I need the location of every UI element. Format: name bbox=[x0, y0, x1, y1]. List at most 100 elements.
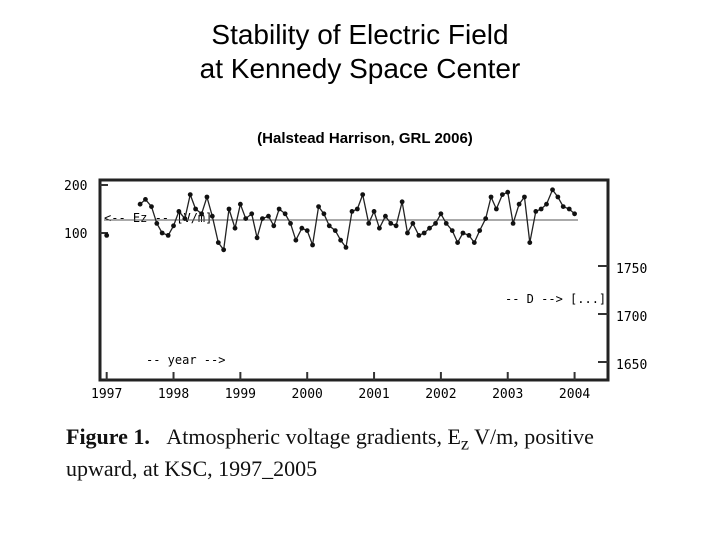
caption-line-2: upward, at KSC, 1997_2005 bbox=[66, 456, 318, 482]
data-point bbox=[293, 237, 299, 243]
x-tick-label-1999: 1999 bbox=[225, 387, 256, 402]
caption-subscript: z bbox=[460, 433, 470, 454]
data-point bbox=[232, 225, 238, 231]
data-point bbox=[154, 221, 160, 226]
data-point bbox=[104, 233, 110, 238]
data-point bbox=[438, 211, 444, 217]
data-point bbox=[149, 204, 154, 210]
figure-label: Figure 1. bbox=[66, 424, 150, 449]
y-tick-label-200: 200 bbox=[64, 179, 87, 194]
data-point bbox=[566, 206, 572, 212]
data-point bbox=[182, 216, 188, 222]
data-point bbox=[460, 230, 466, 236]
right-tick-label-1700: 1700 bbox=[616, 310, 647, 325]
data-point bbox=[226, 206, 232, 212]
data-point bbox=[349, 209, 355, 214]
right-axis-label: -- D --> [...] bbox=[505, 292, 606, 306]
data-point bbox=[560, 204, 566, 210]
data-point bbox=[449, 228, 455, 234]
data-point bbox=[193, 206, 198, 212]
data-point bbox=[388, 221, 394, 226]
data-point bbox=[332, 228, 338, 234]
data-point bbox=[533, 209, 539, 214]
data-point bbox=[499, 192, 505, 198]
x-tick-label-1997: 1997 bbox=[91, 387, 122, 402]
data-point bbox=[209, 213, 215, 219]
data-point bbox=[260, 216, 265, 222]
data-point bbox=[143, 197, 148, 202]
data-point bbox=[410, 221, 416, 226]
data-point bbox=[159, 230, 165, 236]
data-point bbox=[466, 233, 472, 238]
data-point bbox=[393, 223, 399, 229]
data-point bbox=[354, 206, 360, 212]
data-point bbox=[405, 230, 410, 236]
data-point bbox=[254, 235, 260, 241]
data-point bbox=[137, 201, 143, 207]
data-point bbox=[321, 211, 327, 217]
data-point bbox=[377, 225, 382, 231]
data-point bbox=[243, 216, 249, 222]
x-tick-label-2002: 2002 bbox=[425, 387, 456, 402]
data-point bbox=[282, 211, 288, 217]
data-point bbox=[249, 211, 255, 217]
data-point bbox=[538, 206, 544, 212]
data-point bbox=[199, 211, 205, 217]
data-point bbox=[310, 242, 315, 248]
data-point bbox=[276, 206, 282, 212]
plot-frame bbox=[98, 178, 610, 382]
data-point bbox=[416, 233, 422, 238]
data-point bbox=[544, 201, 549, 207]
data-point bbox=[204, 194, 210, 200]
data-point bbox=[271, 223, 277, 229]
data-point bbox=[288, 221, 293, 226]
data-point bbox=[176, 209, 182, 214]
data-point bbox=[326, 223, 332, 229]
data-point bbox=[493, 206, 499, 212]
data-point bbox=[555, 194, 561, 200]
data-point bbox=[237, 201, 243, 207]
x-tick-label-2003: 2003 bbox=[492, 387, 523, 402]
data-point bbox=[433, 221, 438, 226]
data-point bbox=[471, 240, 477, 246]
data-point bbox=[360, 192, 366, 198]
data-point bbox=[527, 240, 533, 246]
citation: (Halstead Harrison, GRL 2006) bbox=[257, 130, 473, 147]
data-point bbox=[171, 223, 176, 229]
data-point bbox=[488, 194, 494, 200]
right-tick-label-1650: 1650 bbox=[616, 358, 647, 373]
caption-text-1-end: V/m, positive bbox=[469, 424, 594, 449]
y-tick-label-100: 100 bbox=[64, 227, 87, 242]
data-point bbox=[266, 213, 271, 219]
data-point bbox=[443, 221, 449, 226]
data-point bbox=[516, 201, 522, 207]
x-axis-ticks: 1997 1998 1999 2000 2001 2002 2003 2004 bbox=[91, 372, 590, 402]
data-point bbox=[427, 225, 432, 231]
data-point bbox=[572, 211, 577, 217]
data-point bbox=[338, 237, 344, 243]
data-point bbox=[316, 204, 321, 210]
x-tick-label-2001: 2001 bbox=[358, 387, 389, 402]
slide-title: Stability of Electric Field at Kennedy S… bbox=[0, 18, 720, 86]
data-point bbox=[455, 240, 461, 246]
data-point bbox=[299, 225, 305, 231]
x-tick-label-2000: 2000 bbox=[292, 387, 323, 402]
data-point bbox=[304, 228, 310, 234]
x-tick-label-1998: 1998 bbox=[158, 387, 189, 402]
data-point bbox=[550, 187, 555, 193]
title-line-1: Stability of Electric Field bbox=[211, 19, 509, 50]
data-point bbox=[477, 228, 483, 234]
data-point bbox=[221, 247, 227, 253]
data-point bbox=[366, 221, 372, 226]
x-tick-label-2004: 2004 bbox=[559, 387, 590, 402]
data-point bbox=[371, 209, 377, 214]
right-tick-label-1750: 1750 bbox=[616, 262, 647, 277]
data-point bbox=[510, 221, 516, 226]
figure-caption: Figure 1. Atmospheric voltage gradients,… bbox=[66, 424, 686, 482]
data-point bbox=[399, 199, 405, 205]
data-point bbox=[522, 194, 527, 200]
data-point bbox=[421, 230, 427, 236]
x-axis-label: -- year --> bbox=[146, 353, 225, 367]
caption-line-1: Figure 1. Atmospheric voltage gradients,… bbox=[66, 424, 686, 456]
